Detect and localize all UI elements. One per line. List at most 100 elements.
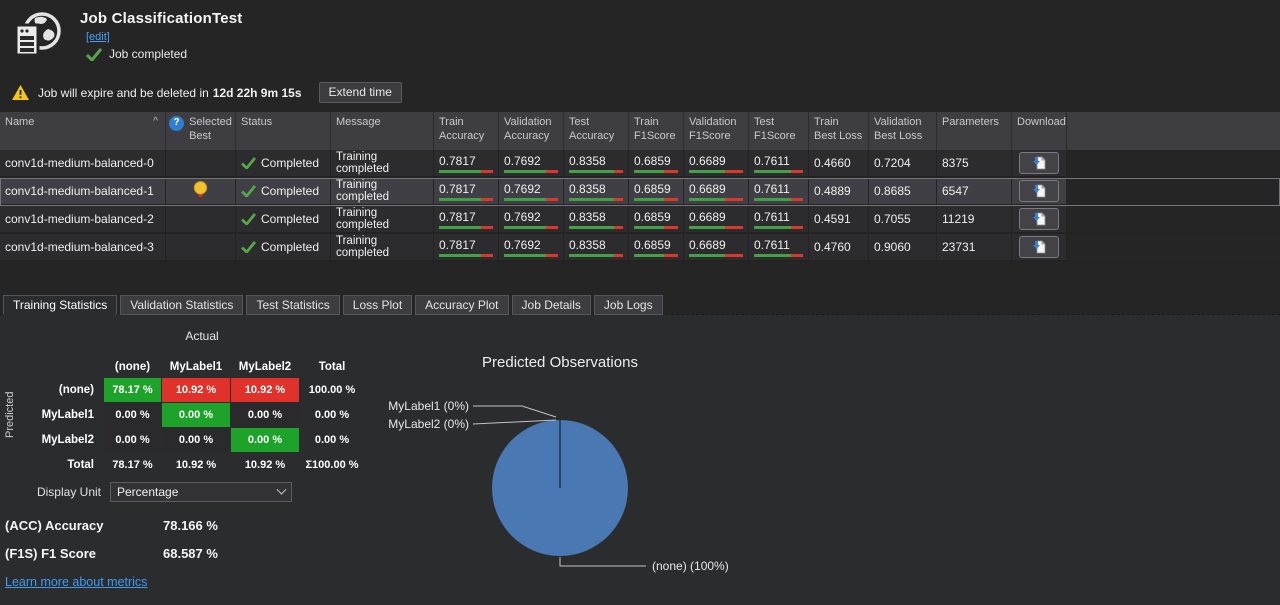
predicted-observations-chart: Predicted Observations MyLabel1 (0%) MyL… <box>388 354 728 573</box>
col-header-parameters[interactable]: Parameters <box>937 112 1012 150</box>
selected-best-cell <box>166 178 236 204</box>
tab-accuracy-plot[interactable]: Accuracy Plot <box>415 295 509 315</box>
train-best-loss-cell: 0.4660 <box>809 150 869 176</box>
display-unit-value: Percentage <box>117 485 179 499</box>
statistics-tab-bar: Training Statistics Validation Statistic… <box>3 295 663 315</box>
col-header-validation-accuracy[interactable]: Validation Accuracy <box>499 112 564 150</box>
train-accuracy-cell: 0.7817 <box>434 150 499 176</box>
leader-line-none <box>559 557 646 567</box>
status-cell: Completed <box>236 206 331 232</box>
download-button[interactable] <box>1019 152 1059 174</box>
download-file-icon <box>1033 212 1046 226</box>
matrix-total-cell: 10.92 % <box>244 459 286 471</box>
display-unit-row: Display Unit Percentage <box>8 482 292 502</box>
validation-best-loss-cell: 0.7055 <box>869 206 937 232</box>
leader-line-mylabel1 <box>473 405 557 418</box>
accuracy-metric: (ACC) Accuracy 78.166 % <box>5 518 218 533</box>
check-icon <box>241 157 256 169</box>
table-row-0[interactable]: conv1d-medium-balanced-0 Completed Train… <box>0 150 1280 178</box>
tab-job-details[interactable]: Job Details <box>511 295 591 315</box>
warning-icon <box>12 85 29 100</box>
validation-f1-cell: 0.6689 <box>684 178 749 204</box>
pie-label-mylabel1: MyLabel1 (0%) <box>388 399 469 413</box>
col-header-train-f1score[interactable]: Train F1Score <box>629 112 684 150</box>
matrix-cell: 10.92 % <box>162 378 230 402</box>
metric-bar <box>504 198 558 201</box>
train-f1-cell: 0.6859 <box>629 150 684 176</box>
check-icon <box>241 213 256 225</box>
col-header-filler <box>1067 112 1280 150</box>
matrix-total-cell: 0.00 % <box>314 409 350 421</box>
tab-job-logs[interactable]: Job Logs <box>593 295 663 315</box>
matrix-row-header: Total <box>67 459 94 471</box>
col-header-download: Download <box>1012 112 1067 150</box>
parameters-cell: 11219 <box>937 206 1012 232</box>
training-statistics-panel: Actual Predicted (none) MyLabel1 MyLabel… <box>0 314 1280 605</box>
sort-asc-icon: ^ <box>153 116 158 127</box>
check-icon <box>241 185 256 197</box>
metric-bar <box>689 198 743 201</box>
col-header-status[interactable]: Status <box>236 112 331 150</box>
col-header-message[interactable]: Message <box>331 112 434 150</box>
col-header-validation-best-loss[interactable]: Validation Best Loss <box>869 112 937 150</box>
test-accuracy-cell: 0.8358 <box>564 206 629 232</box>
table-row-2[interactable]: conv1d-medium-balanced-2 Completed Train… <box>0 206 1280 234</box>
selected-best-cell <box>166 234 236 260</box>
display-unit-select[interactable]: Percentage <box>110 482 292 502</box>
train-f1-cell: 0.6859 <box>629 178 684 204</box>
best-model-medal-icon <box>193 180 208 201</box>
col-header-train-accuracy[interactable]: Train Accuracy <box>434 112 499 150</box>
download-cell <box>1012 234 1067 260</box>
metric-bar <box>634 226 678 229</box>
tab-training-statistics[interactable]: Training Statistics <box>3 295 118 315</box>
matrix-total-cell: 0.00 % <box>314 434 350 446</box>
validation-f1-cell: 0.6689 <box>684 234 749 260</box>
train-f1-cell: 0.6859 <box>629 234 684 260</box>
test-f1-cell: 0.7611 <box>749 150 809 176</box>
status-cell: Completed <box>236 178 331 204</box>
learn-more-metrics-link[interactable]: Learn more about metrics <box>5 575 148 589</box>
table-row-3[interactable]: conv1d-medium-balanced-3 Completed Train… <box>0 234 1280 262</box>
metric-bar <box>504 254 558 257</box>
matrix-col-header: Total <box>318 361 346 373</box>
run-name: conv1d-medium-balanced-2 <box>0 206 166 232</box>
message-cell: Training completed <box>331 234 434 260</box>
help-icon[interactable]: ? <box>169 116 185 131</box>
col-header-test-accuracy[interactable]: Test Accuracy <box>564 112 629 150</box>
col-header-name[interactable]: Name ^ <box>0 112 166 150</box>
status-cell: Completed <box>236 234 331 260</box>
parameters-cell: 8375 <box>937 150 1012 176</box>
train-best-loss-cell: 0.4889 <box>809 178 869 204</box>
run-name: conv1d-medium-balanced-1 <box>0 178 166 204</box>
matrix-cell: 0.00 % <box>231 403 299 427</box>
tab-validation-statistics[interactable]: Validation Statistics <box>120 295 244 315</box>
table-row-1[interactable]: conv1d-medium-balanced-1 Completed Train… <box>0 178 1280 206</box>
train-best-loss-cell: 0.4760 <box>809 234 869 260</box>
metric-bar <box>689 226 743 229</box>
tab-test-statistics[interactable]: Test Statistics <box>246 295 340 315</box>
download-button[interactable] <box>1019 236 1059 258</box>
matrix-total-cell: 78.17 % <box>112 459 153 471</box>
tab-loss-plot[interactable]: Loss Plot <box>342 295 413 315</box>
metric-bar <box>689 254 743 257</box>
col-header-train-best-loss[interactable]: Train Best Loss <box>809 112 869 150</box>
col-header-test-f1score[interactable]: Test F1Score <box>749 112 809 150</box>
run-name: conv1d-medium-balanced-0 <box>0 150 166 176</box>
row-filler <box>1067 150 1280 176</box>
download-file-icon <box>1033 184 1046 198</box>
matrix-row-header: MyLabel2 <box>41 434 94 446</box>
train-accuracy-cell: 0.7817 <box>434 178 499 204</box>
download-button[interactable] <box>1019 180 1059 202</box>
metric-bar <box>439 198 493 201</box>
col-header-validation-f1score[interactable]: Validation F1Score <box>684 112 749 150</box>
matrix-col-header: MyLabel1 <box>169 361 223 373</box>
extend-time-button[interactable]: Extend time <box>318 82 402 103</box>
test-accuracy-cell: 0.8358 <box>564 150 629 176</box>
metric-bar <box>504 226 558 229</box>
metric-bar <box>439 226 493 229</box>
edit-link[interactable]: [edit] <box>86 31 110 43</box>
col-header-selected-best[interactable]: ? Selected Best <box>166 112 236 150</box>
download-button[interactable] <box>1019 208 1059 230</box>
metric-bar <box>569 170 623 173</box>
matrix-cell: 0.00 % <box>162 403 230 427</box>
